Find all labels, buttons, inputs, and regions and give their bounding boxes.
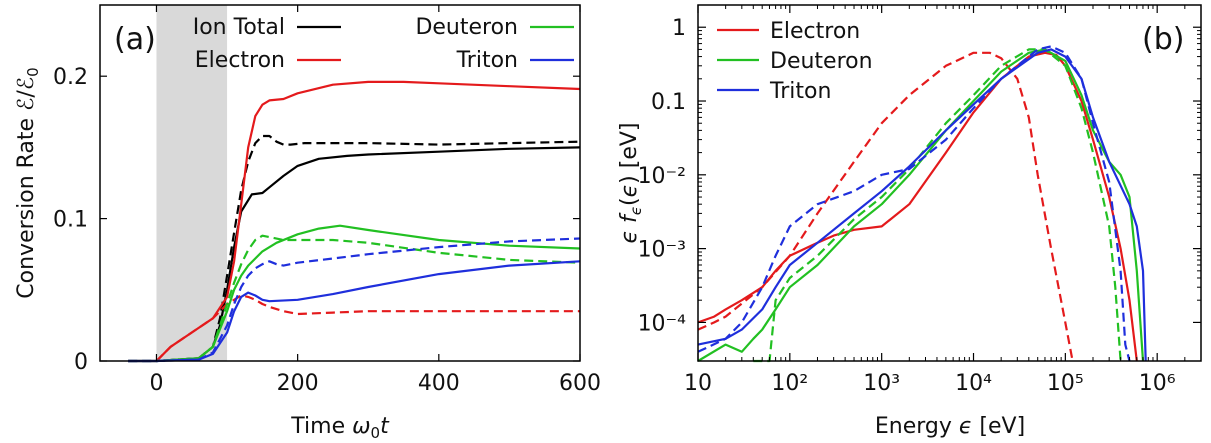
series-ion-total-dashed [128, 134, 581, 363]
panel-a-label: (a) [114, 22, 156, 57]
legend-label-triton: Triton [769, 79, 831, 104]
legend-label-deuteron: Deuteron [770, 49, 873, 74]
panel-a-frame [99, 4, 581, 362]
x-tick-label: 600 [559, 371, 601, 396]
series-deuteron-dashed [128, 234, 581, 363]
panel-a-ticks: 0 200 400 600 0 0.1 0.2 [53, 5, 601, 396]
legend-label-triton: Triton [456, 48, 518, 73]
panel-a-ylabel: Conversion Rate ℰ/ℰ0 [14, 67, 42, 298]
panel-a: 0 200 400 600 0 0.1 0.2 (a) Ion Total Electron D… [14, 4, 601, 442]
legend-label-electron: Electron [195, 48, 285, 73]
panel-b-ylabel: ϵ fϵ(ϵ) [eV] [617, 123, 645, 244]
x-tick-label: 10⁵ [1047, 371, 1084, 396]
y-tick-label: 10⁻³ [638, 238, 686, 263]
series-triton-solid [128, 260, 581, 363]
panel-b-ticks: 10 10² 10³ 10⁴ 10⁵ 10⁶ 10⁻⁴ 10⁻³ 10⁻² 0.1 1 [638, 4, 1202, 396]
y-tick-label: 0.1 [651, 90, 686, 115]
y-tick-label: 0 [74, 350, 88, 375]
panel-b-series [697, 45, 1147, 363]
legend-label-electron: Electron [770, 19, 860, 44]
x-tick-label: 10⁶ [1139, 371, 1176, 396]
series-electron-solid [697, 51, 1138, 362]
series-electron-dashed [697, 51, 1074, 362]
panel-b-label: (b) [1142, 22, 1184, 57]
panel-b: 10 10² 10³ 10⁴ 10⁵ 10⁶ 10⁻⁴ 10⁻³ 10⁻² 0.1 1 (b) El… [617, 4, 1202, 439]
panel-b-xlabel: Energy ϵ [eV] [875, 414, 1025, 439]
panel-a-xlabel: Time ω0t [290, 414, 390, 442]
panel-b-frame [697, 4, 1202, 362]
legend-label-ion-total: Ion Total [193, 15, 285, 40]
panel-a-series [128, 80, 581, 363]
x-tick-label: 10³ [863, 371, 900, 396]
series-triton-dashed [697, 45, 1131, 362]
x-tick-label: 0 [149, 371, 163, 396]
panel-b-legend: Electron Deuteron Triton [717, 19, 873, 104]
series-electron-dashed [128, 294, 580, 363]
x-tick-label: 10 [684, 371, 712, 396]
x-tick-label: 400 [418, 371, 460, 396]
series-triton-dashed [128, 237, 581, 363]
x-tick-label: 200 [277, 371, 319, 396]
y-tick-label: 0.1 [53, 208, 88, 233]
series-triton-solid [697, 48, 1147, 362]
pulse-duration-shade [156, 5, 228, 361]
y-tick-label: 1 [672, 16, 686, 41]
series-deuteron-dashed [753, 48, 1122, 363]
panel-a-legend: Ion Total Electron Deuteron Triton [193, 15, 574, 73]
y-tick-label: 0.2 [53, 65, 88, 90]
y-tick-label: 10⁻² [638, 164, 686, 189]
x-tick-label: 10² [771, 371, 808, 396]
legend-label-deuteron: Deuteron [415, 15, 518, 40]
y-tick-label: 10⁻⁴ [638, 311, 687, 336]
x-tick-label: 10⁴ [955, 371, 992, 396]
